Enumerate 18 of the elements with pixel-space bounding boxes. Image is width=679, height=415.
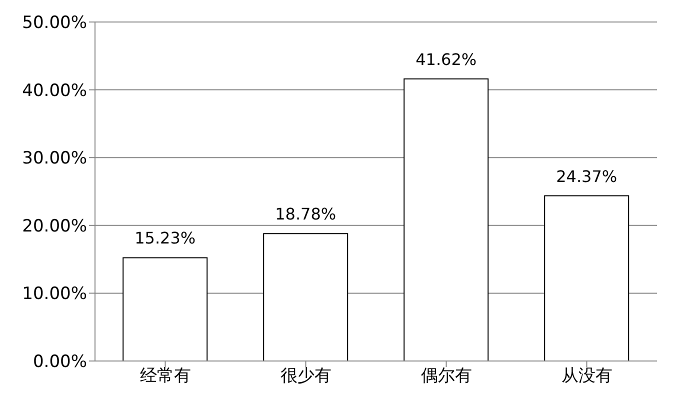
data-label: 41.62% [416, 50, 477, 69]
bar [404, 78, 489, 361]
y-tick-label: 10.00% [22, 284, 87, 304]
x-tick-label: 很少有 [280, 366, 332, 386]
y-tick-label: 0.00% [32, 352, 87, 372]
y-tick-label: 50.00% [22, 13, 87, 34]
x-tick-label: 经常有 [140, 366, 191, 386]
data-label: 24.37% [556, 166, 618, 186]
data-label: 18.78% [275, 204, 336, 224]
x-tick-label: 从没有 [561, 366, 612, 386]
bar [263, 233, 348, 361]
x-tick-label: 偶尔有 [420, 366, 472, 386]
bar [122, 257, 208, 361]
y-tick-label: 40.00% [22, 80, 87, 101]
y-tick-label: 30.00% [22, 148, 87, 169]
bar [544, 195, 630, 361]
y-tick-label: 20.00% [22, 216, 87, 236]
data-label: 15.23% [134, 228, 196, 248]
